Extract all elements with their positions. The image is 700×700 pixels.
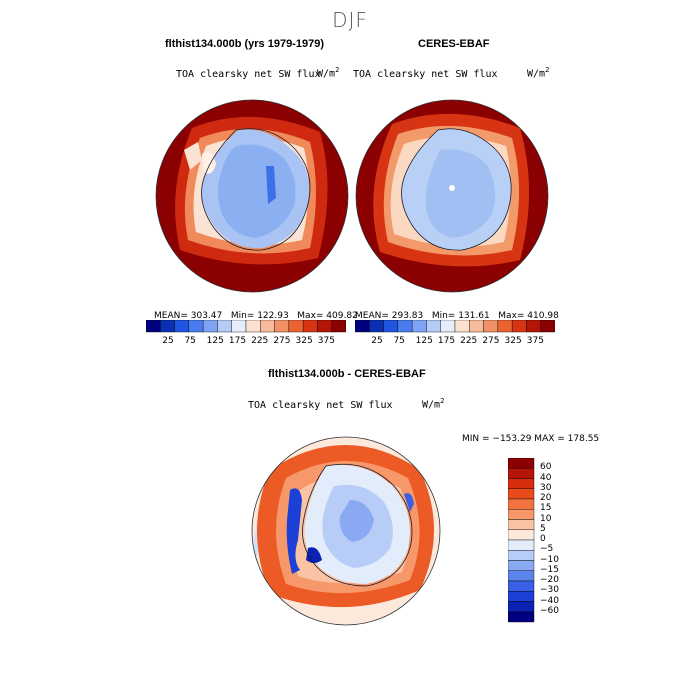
diff-colorbar-swatch (508, 478, 535, 489)
left-colorbar-swatch (160, 320, 175, 333)
diff-colorbar-swatch (508, 570, 535, 582)
left-colorbar-swatch (302, 320, 318, 333)
right-colorbar-tick-label: 275 (482, 336, 500, 346)
left-colorbar-swatch (331, 320, 346, 333)
right-colorbar (355, 320, 555, 333)
diff-colorbar-tick-label: −20 (540, 575, 559, 585)
left-panel-title: flthist134.000b (yrs 1979-1979) (165, 38, 324, 50)
diff-colorbar-swatch (508, 458, 535, 469)
diff-colorbar-tick-label: 5 (540, 523, 546, 534)
right-colorbar-swatch (483, 320, 499, 333)
left-colorbar-tick-label: 375 (317, 336, 335, 346)
right-stats: MEAN= 293.83 Min= 131.61 Max= 410.98 (355, 311, 559, 321)
left-colorbar-swatch (245, 320, 261, 333)
left-colorbar-swatch (202, 320, 218, 333)
diff-map (252, 437, 440, 625)
right-panel-title: CERES-EBAF (418, 38, 490, 50)
diff-colorbar-swatch (508, 580, 535, 592)
diff-colorbar-swatch (508, 539, 535, 551)
right-map (356, 100, 548, 292)
left-colorbar-swatch (260, 320, 275, 333)
diff-colorbar-tick-label: −40 (540, 595, 559, 606)
diff-colorbar-tick-label: 15 (540, 503, 552, 514)
left-units-label: W/m2 (317, 66, 340, 80)
diff-colorbar-tick-label: 0 (540, 534, 546, 544)
right-colorbar-swatch (454, 320, 470, 333)
left-colorbar-swatch (217, 320, 232, 333)
right-colorbar-tick-label: 375 (526, 336, 544, 346)
right-colorbar-tick-label: 225 (460, 336, 478, 346)
right-variable-label: TOA clearsky net SW flux (353, 69, 498, 80)
season-title: DJF (332, 8, 368, 32)
left-colorbar-labels: 25 75 125 175 225 275 325 375 (146, 336, 346, 348)
left-colorbar-swatch (288, 320, 304, 333)
left-colorbar-swatch (188, 320, 204, 333)
left-colorbar-tick-label: 175 (228, 336, 247, 346)
left-colorbar-swatch (274, 320, 290, 333)
left-colorbar-swatch (231, 320, 247, 333)
diff-colorbar-tick-label: −15 (540, 564, 559, 575)
diff-colorbar-tick-label: −10 (540, 554, 559, 565)
right-colorbar-swatch (369, 320, 384, 333)
right-colorbar-tick-label: 75 (393, 336, 405, 346)
diff-colorbar-swatch (508, 509, 535, 520)
diff-colorbar-swatch (508, 550, 535, 561)
right-colorbar-tick-label: 325 (504, 336, 522, 346)
diff-minmax: MIN = −153.29 MAX = 178.55 (462, 434, 600, 444)
diff-colorbar-swatch (508, 468, 535, 479)
left-map (156, 100, 348, 292)
diff-colorbar-tick-label: 40 (540, 472, 552, 483)
right-colorbar-swatch (497, 320, 513, 333)
diff-colorbar-swatch (508, 488, 535, 500)
left-colorbar-tick-label: 275 (273, 336, 291, 346)
diff-colorbar (508, 458, 535, 623)
right-colorbar-swatch (397, 320, 413, 333)
right-colorbar-swatch (526, 320, 541, 333)
diff-colorbar-swatch (508, 519, 535, 530)
right-colorbar-tick-label: 175 (437, 336, 456, 346)
left-variable-label: TOA clearsky net SW flux (176, 69, 321, 80)
right-colorbar-swatch (469, 320, 484, 333)
diff-colorbar-swatch (508, 560, 535, 571)
left-colorbar-tick-label: 75 (184, 336, 196, 346)
diff-colorbar-tick-label: −5 (540, 544, 554, 555)
right-colorbar-swatch (355, 320, 370, 333)
diff-colorbar-labels: 60 40 30 20 15 10 5 0 −5 −10 −15 −20 −30 −40 −60 (540, 458, 580, 623)
diff-colorbar-tick-label: −60 (540, 605, 559, 616)
right-colorbar-swatch (511, 320, 527, 333)
left-colorbar-swatch (146, 320, 161, 333)
diff-variable-label: TOA clearsky net SW flux (248, 400, 393, 411)
right-colorbar-swatch (540, 320, 555, 333)
right-colorbar-swatch (426, 320, 441, 333)
diff-panel-title: flthist134.000b - CERES-EBAF (268, 368, 426, 380)
right-colorbar-tick-label: 25 (371, 336, 383, 346)
diff-colorbar-swatch (508, 591, 535, 602)
diff-colorbar-tick-label: −30 (540, 585, 559, 596)
diff-colorbar-swatch (508, 529, 535, 541)
diff-colorbar-tick-label: 60 (540, 462, 552, 473)
diff-colorbar-tick-label: 20 (540, 493, 552, 503)
left-colorbar-tick-label: 225 (251, 336, 269, 346)
right-units-label: W/m2 (527, 66, 550, 80)
right-colorbar-tick-label: 125 (415, 336, 433, 346)
diff-colorbar-swatch (508, 601, 535, 612)
diff-colorbar-tick-label: 10 (540, 513, 552, 524)
left-colorbar (146, 320, 346, 333)
diff-units-label: W/m2 (422, 397, 445, 411)
right-colorbar-labels: 25 75 125 175 225 275 325 375 (355, 336, 555, 348)
left-colorbar-tick-label: 325 (295, 336, 313, 346)
left-colorbar-tick-label: 25 (162, 336, 174, 346)
diff-colorbar-swatch (508, 611, 535, 623)
diff-colorbar-swatch (508, 498, 535, 510)
left-stats: MEAN= 303.47 Min= 122.93 Max= 409.82 (154, 311, 358, 321)
diff-colorbar-tick-label: 30 (540, 482, 552, 493)
right-colorbar-swatch (411, 320, 427, 333)
left-colorbar-swatch (174, 320, 190, 333)
right-colorbar-swatch (383, 320, 399, 333)
right-colorbar-swatch (440, 320, 456, 333)
left-colorbar-tick-label: 125 (206, 336, 224, 346)
left-colorbar-swatch (317, 320, 332, 333)
